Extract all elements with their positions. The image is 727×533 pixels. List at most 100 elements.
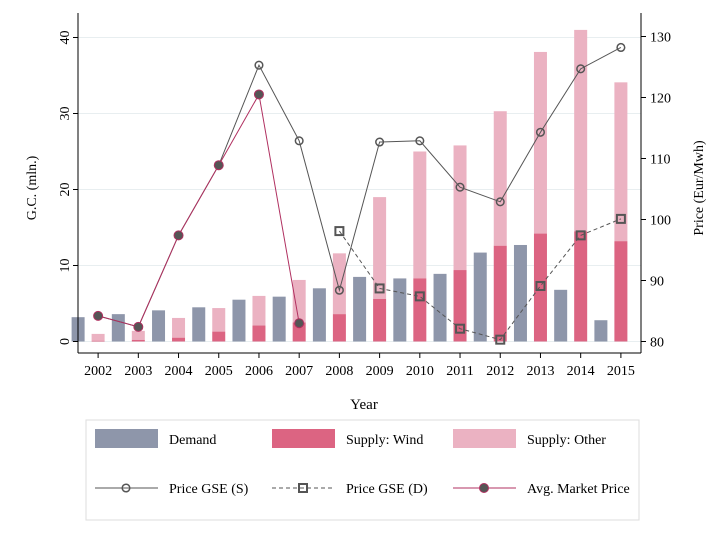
- bar-supply-wind: [131, 339, 145, 342]
- bar-demand: [111, 314, 125, 342]
- bar-supply-wind: [453, 270, 467, 342]
- y-tick-label-right: 100: [650, 214, 671, 229]
- point-price-gse-d: [575, 230, 586, 241]
- y-tick-label-left: 30: [58, 107, 73, 121]
- bar-supply-other: [292, 279, 306, 323]
- legend-marker: [121, 483, 131, 493]
- point-price-gse-s: [415, 136, 425, 146]
- bar-demand: [192, 307, 206, 342]
- legend-marker: [298, 483, 308, 493]
- bar-demand: [594, 320, 608, 342]
- line-avg-market-price: [97, 92, 300, 328]
- legend-label: Avg. Market Price: [527, 482, 630, 497]
- bar-supply-other: [131, 330, 145, 340]
- legend-label: Price GSE (S): [169, 482, 249, 497]
- bar-supply-wind: [252, 325, 266, 342]
- y-tick-label-left: 0: [58, 338, 73, 345]
- bar-supply-wind: [373, 298, 387, 342]
- bar-supply-wind: [212, 331, 226, 342]
- y-tick-label-left: 20: [58, 183, 73, 197]
- point-price-gse-s: [576, 64, 586, 74]
- bar-supply-other: [172, 317, 186, 338]
- y-axis-label-right: Price (Eur/Mwh): [692, 140, 707, 236]
- point-avg-market-price: [133, 321, 144, 332]
- bar-demand: [513, 244, 527, 342]
- y-axis-label-left: G.C. (mln.): [25, 155, 40, 220]
- bar-demand: [433, 273, 447, 342]
- y-tick-label-right: 110: [650, 153, 670, 168]
- lines-layer: [93, 42, 626, 345]
- bar-demand: [393, 278, 407, 342]
- point-avg-market-price: [294, 318, 305, 329]
- bar-supply-other: [614, 82, 628, 242]
- point-price-gse-d: [495, 334, 506, 345]
- bar-demand: [152, 310, 166, 342]
- x-tick-label: 2010: [406, 364, 434, 379]
- point-price-gse-d: [334, 226, 345, 237]
- y-tick-label-left: 40: [58, 31, 73, 45]
- y-tick-label-right: 80: [650, 336, 664, 351]
- legend-box: [85, 419, 640, 521]
- point-price-gse-s: [535, 127, 546, 137]
- x-tick-label: 2008: [325, 364, 353, 379]
- point-price-gse-s: [294, 136, 304, 146]
- bar-demand: [353, 276, 367, 342]
- x-tick-label: 2014: [567, 364, 595, 379]
- bar-demand: [312, 288, 326, 342]
- bar-supply-other: [453, 145, 467, 271]
- gridlines: [78, 37, 641, 342]
- x-tick-label: 2003: [124, 364, 152, 379]
- bar-supply-other: [373, 197, 387, 299]
- bar-supply-other: [493, 111, 507, 246]
- bar-supply-wind: [332, 314, 346, 342]
- legend: Demand Supply: Wind Supply: Other Price GSE…: [85, 419, 640, 521]
- point-price-gse-d: [455, 323, 466, 334]
- bar-supply-other: [252, 295, 266, 326]
- bar-supply-other: [212, 308, 226, 332]
- legend-label: Price GSE (D): [346, 482, 428, 497]
- x-tick-label: 2009: [366, 364, 394, 379]
- line-price-gse-d: [338, 218, 622, 341]
- x-tick-label: 2007: [285, 364, 313, 379]
- legend-label: Demand: [169, 433, 216, 448]
- point-avg-market-price: [93, 310, 104, 321]
- bar-demand: [232, 299, 246, 342]
- x-tick-label: 2013: [526, 364, 554, 379]
- point-price-gse-s: [254, 60, 264, 70]
- bar-supply-wind: [574, 231, 588, 342]
- axes-layer: 0 10 20 30 40 80 90 100 110 120 130 2002 2003 2004 200…: [58, 13, 671, 379]
- point-avg-market-price: [213, 160, 224, 171]
- x-tick-label: 2002: [84, 364, 112, 379]
- bar-demand: [272, 296, 286, 342]
- point-price-gse-s: [495, 197, 505, 207]
- bar-supply-wind: [172, 337, 186, 342]
- bar-supply-other: [413, 151, 427, 279]
- bar-supply-wind: [413, 278, 427, 342]
- bar-demand: [554, 289, 568, 342]
- point-price-gse-s: [375, 137, 385, 147]
- legend-swatch-demand: [95, 429, 158, 448]
- bar-supply-wind: [292, 322, 306, 342]
- legend-swatch-supply-wind: [272, 429, 335, 448]
- bars-layer: [71, 29, 628, 342]
- legend-label: Supply: Other: [527, 433, 606, 448]
- legend-marker: [479, 483, 489, 493]
- point-price-gse-d: [615, 213, 626, 224]
- y-tick-label-right: 90: [650, 275, 664, 290]
- point-avg-market-price: [253, 89, 264, 100]
- bar-demand: [473, 252, 487, 342]
- y-tick-label-left: 10: [58, 259, 73, 273]
- x-tick-label: 2004: [165, 364, 193, 379]
- bar-supply-wind: [533, 233, 547, 342]
- bar-supply-other: [91, 333, 105, 341]
- bar-supply-other: [533, 51, 547, 234]
- point-price-gse-s: [455, 182, 465, 192]
- point-price-gse-d: [374, 283, 385, 294]
- x-tick-label: 2015: [607, 364, 635, 379]
- bar-supply-wind: [493, 245, 507, 342]
- x-tick-label: 2012: [486, 364, 514, 379]
- legend-label: Supply: Wind: [346, 433, 423, 448]
- point-price-gse-d: [414, 291, 425, 302]
- bar-supply-wind: [91, 340, 105, 342]
